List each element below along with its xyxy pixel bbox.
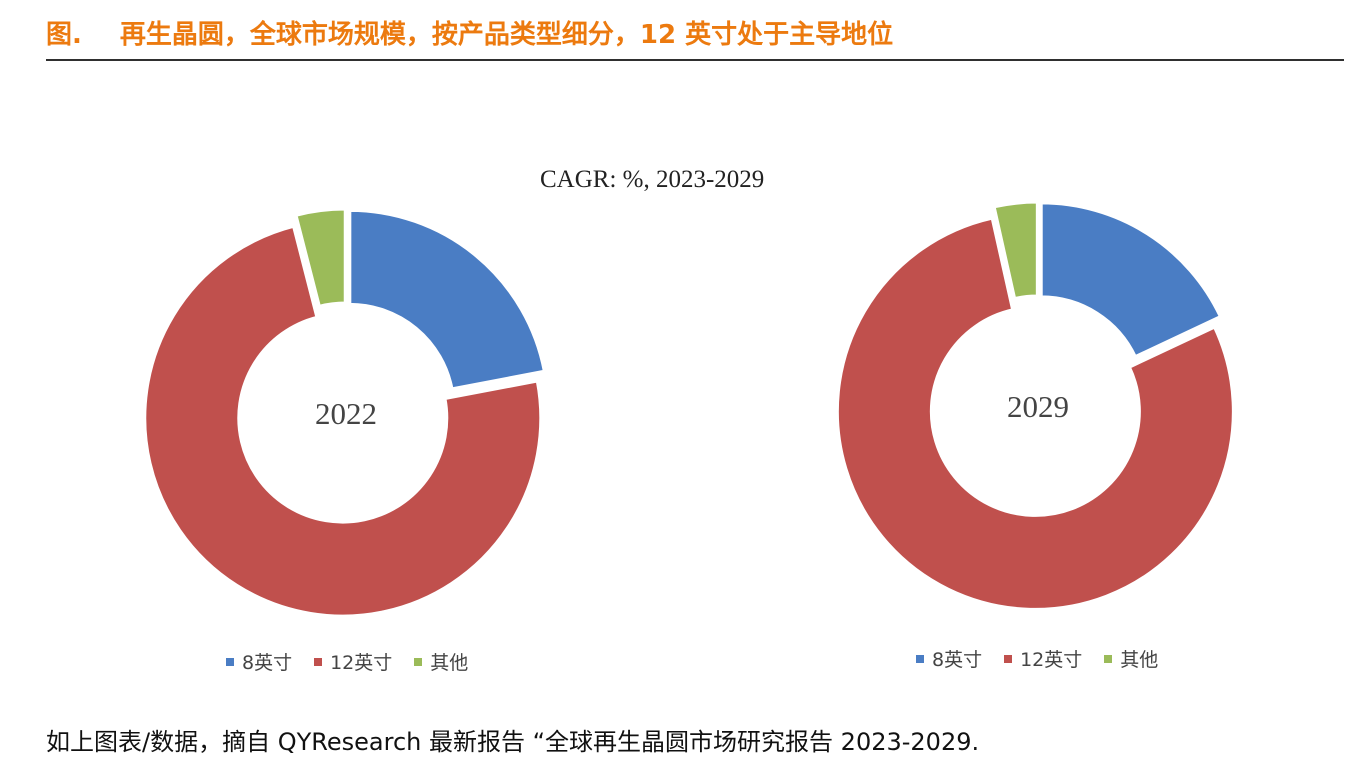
- legend-swatch: [916, 654, 924, 663]
- donut-slice-2029-2: [992, 200, 1039, 301]
- donut-slice-2029-0: [1039, 201, 1223, 359]
- legend-item: 12英寸: [1004, 645, 1082, 672]
- donut-center-label: 2022: [315, 396, 377, 431]
- legend-swatch: [314, 657, 323, 666]
- figure-label: 图.: [46, 20, 82, 50]
- donut-slice-2022-0: [348, 208, 547, 391]
- chart-subtitle: CAGR: %, 2023-2029: [540, 166, 765, 193]
- source-note: 如上图表/数据，摘自 QYResearch 最新报告 “全球再生晶圆市场研究报告…: [46, 728, 980, 756]
- legend-item: 其他: [414, 648, 468, 675]
- legend-label: 12英寸: [330, 652, 393, 674]
- legend-swatch: [226, 657, 234, 666]
- legend-label: 12英寸: [1020, 649, 1083, 671]
- figure-header: 图. 再生晶圆，全球市场规模，按产品类型细分，12 英寸处于主导地位: [46, 14, 893, 51]
- legend-swatch: [1004, 654, 1013, 663]
- legend-item: 8英寸: [916, 645, 982, 672]
- legend-item: 12英寸: [314, 648, 392, 675]
- legend-label: 其他: [1120, 649, 1159, 671]
- legend-2029: 8英寸 12英寸 其他: [916, 645, 1158, 672]
- legend-label: 8英寸: [932, 649, 983, 671]
- donut-center-label: 2029: [1007, 389, 1069, 424]
- legend-swatch: [1104, 654, 1113, 663]
- legend-label: 其他: [430, 652, 469, 674]
- legend-2022: 8英寸 12英寸 其他: [226, 648, 468, 675]
- header-divider: [46, 59, 1344, 61]
- legend-item: 其他: [1104, 645, 1158, 672]
- donut-slice-2029-1: [835, 216, 1235, 611]
- donut-slice-2022-2: [294, 207, 347, 309]
- legend-swatch: [414, 657, 423, 666]
- figure-title: 再生晶圆，全球市场规模，按产品类型细分，12 英寸处于主导地位: [119, 20, 894, 50]
- legend-item: 8英寸: [226, 648, 292, 675]
- legend-label: 8英寸: [242, 652, 293, 674]
- donut-slice-2022-1: [143, 224, 543, 618]
